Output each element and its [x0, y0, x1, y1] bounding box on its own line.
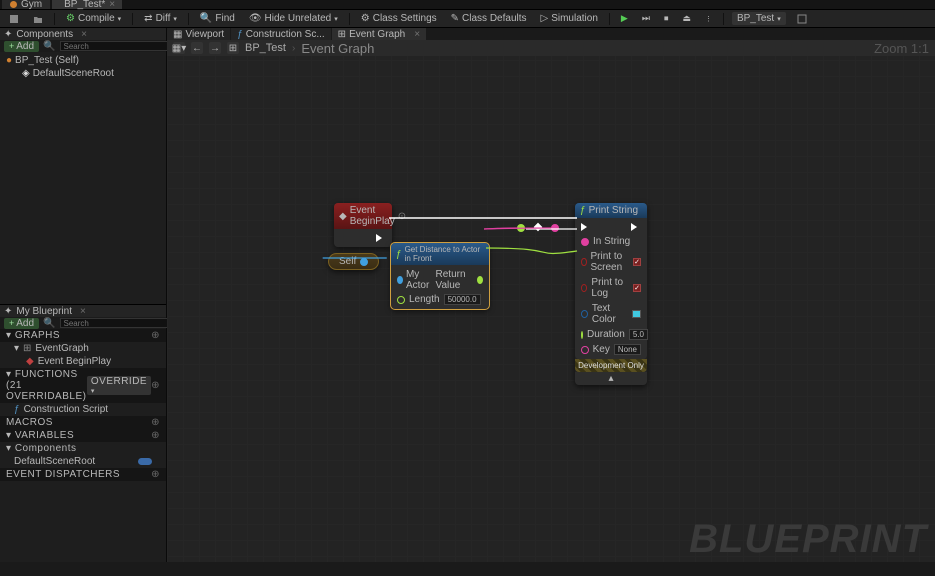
simulation-button[interactable]: ▷Simulation: [538, 12, 601, 25]
bp-beginplay[interactable]: ◆Event BeginPlay: [0, 355, 166, 368]
toscreen-check[interactable]: [633, 258, 641, 266]
node-printstring[interactable]: ƒ Print String In String Print to Screen…: [575, 203, 647, 385]
section-variables[interactable]: ▾ VARIABLES⊕: [0, 429, 166, 442]
tolog-pin[interactable]: [581, 284, 587, 292]
zoom-label: Zoom 1:1: [874, 41, 929, 56]
locate-button[interactable]: [794, 13, 810, 25]
add-icon[interactable]: ⊕: [151, 380, 160, 391]
subtab-viewport[interactable]: ▦Viewport: [167, 28, 230, 40]
graph-canvas[interactable]: ▦Viewport ƒConstruction Sc... ⊞Event Gra…: [167, 28, 935, 562]
add-component-button[interactable]: + Add: [4, 41, 39, 52]
node-badge: ⊙: [398, 211, 406, 222]
stop-button[interactable]: ⏹: [661, 12, 672, 25]
diff-button[interactable]: ⇄Diff▾: [141, 12, 180, 25]
close-icon[interactable]: ×: [81, 29, 87, 40]
crumb-bp[interactable]: BP_Test: [245, 42, 286, 54]
add-icon[interactable]: ⊕: [151, 469, 160, 480]
tab-bp-label: BP_Test*: [64, 0, 105, 10]
eject-button[interactable]: ⏏: [679, 12, 694, 25]
crumb-graph[interactable]: Event Graph: [301, 41, 374, 56]
exec-out-pin[interactable]: [631, 223, 641, 231]
section-functions[interactable]: ▾ FUNCTIONS (21 OVERRIDABLE)Override ▾⊕: [0, 368, 166, 403]
section-dispatchers[interactable]: EVENT DISPATCHERS⊕: [0, 468, 166, 481]
section-components-sub[interactable]: ▾ Components: [0, 442, 166, 455]
find-button[interactable]: 🔍Find: [197, 12, 238, 25]
bp-defaultscene[interactable]: DefaultSceneRoot: [0, 455, 166, 468]
step-button[interactable]: ⏭: [639, 12, 653, 25]
key-pin[interactable]: [581, 346, 589, 354]
subtab-construction[interactable]: ƒConstruction Sc...: [231, 28, 330, 40]
textcolor-swatch[interactable]: [632, 310, 641, 318]
bp-eventgraph[interactable]: ▾⊞EventGraph: [0, 342, 166, 355]
close-icon[interactable]: ×: [414, 29, 420, 40]
instring-pin[interactable]: [581, 238, 589, 246]
length-pin[interactable]: [397, 296, 405, 304]
nav-back[interactable]: ←: [191, 42, 203, 54]
debug-target[interactable]: BP_Test▾: [732, 12, 786, 25]
add-icon[interactable]: ⊕: [151, 430, 160, 441]
dev-only-label: Development Only: [575, 359, 647, 372]
bp-construction[interactable]: ƒConstruction Script: [0, 403, 166, 416]
gym-icon: [10, 1, 17, 8]
reroute-pins[interactable]: [517, 224, 559, 232]
toscreen-pin[interactable]: [581, 258, 587, 266]
tree-root[interactable]: ●BP_Test (Self): [0, 54, 166, 67]
duration-value[interactable]: 5.0: [629, 329, 648, 340]
myblueprint-header: ✦My Blueprint ×: [0, 305, 166, 317]
add-icon[interactable]: ⊕: [151, 330, 160, 341]
tab-bp[interactable]: BP_Test* ×: [52, 0, 122, 9]
section-macros[interactable]: MACROS⊕: [0, 416, 166, 429]
textcolor-pin[interactable]: [581, 310, 588, 318]
component-search[interactable]: [60, 41, 178, 51]
event-icon: ◆: [339, 211, 347, 222]
tolog-check[interactable]: [633, 284, 641, 292]
bp-search[interactable]: [60, 318, 178, 328]
node-self[interactable]: Self: [328, 253, 379, 270]
section-graphs[interactable]: ▾ GRAPHS⊕: [0, 329, 166, 342]
compile-button[interactable]: ⚙Compile▾: [63, 12, 124, 25]
key-value[interactable]: None: [614, 344, 641, 355]
retval-pin[interactable]: [477, 276, 483, 284]
function-icon: ƒ: [396, 249, 402, 260]
hide-unrelated-button[interactable]: 👁Hide Unrelated▾: [246, 12, 341, 25]
exec-in-pin[interactable]: [581, 223, 591, 231]
tab-gym-label: Gym: [21, 0, 42, 10]
close-icon[interactable]: ×: [109, 0, 115, 10]
tree-child[interactable]: ◈DefaultSceneRoot: [0, 67, 166, 80]
exec-out-pin[interactable]: [376, 234, 386, 242]
collapse-toggle[interactable]: ▴: [575, 372, 647, 385]
duration-pin[interactable]: [581, 331, 583, 339]
override-button[interactable]: Override ▾: [87, 376, 151, 395]
save-button[interactable]: [6, 13, 22, 25]
length-value[interactable]: 50000.0: [444, 294, 481, 305]
type-pill: [138, 458, 152, 465]
browse-button[interactable]: [30, 13, 46, 25]
myactor-pin[interactable]: [397, 276, 403, 284]
node-getdistance[interactable]: ƒ Get Distance to Actor in Front My Acto…: [391, 243, 489, 309]
nav-home[interactable]: ⊞: [227, 42, 239, 54]
add-icon[interactable]: ⊕: [151, 417, 160, 428]
close-icon[interactable]: ×: [80, 306, 86, 317]
class-defaults-button[interactable]: ✎Class Defaults: [448, 12, 530, 25]
add-bp-button[interactable]: + Add: [4, 318, 39, 329]
tab-gym[interactable]: Gym: [2, 0, 50, 9]
subtab-eventgraph[interactable]: ⊞Event Graph×: [332, 28, 426, 40]
nav-fwd[interactable]: →: [209, 42, 221, 54]
play-button[interactable]: ▶: [618, 12, 631, 25]
class-settings-button[interactable]: ⚙Class Settings: [358, 12, 440, 25]
watermark: BLUEPRINT: [689, 517, 927, 562]
function-icon: ƒ: [580, 205, 586, 216]
components-header: ✦Components ×: [0, 28, 166, 40]
play-options[interactable]: ⋮: [702, 14, 715, 24]
history-menu[interactable]: ▦▾: [173, 42, 185, 54]
node-beginplay[interactable]: ◆ Event BeginPlay ⊙: [334, 203, 392, 247]
self-out-pin[interactable]: [360, 258, 368, 266]
